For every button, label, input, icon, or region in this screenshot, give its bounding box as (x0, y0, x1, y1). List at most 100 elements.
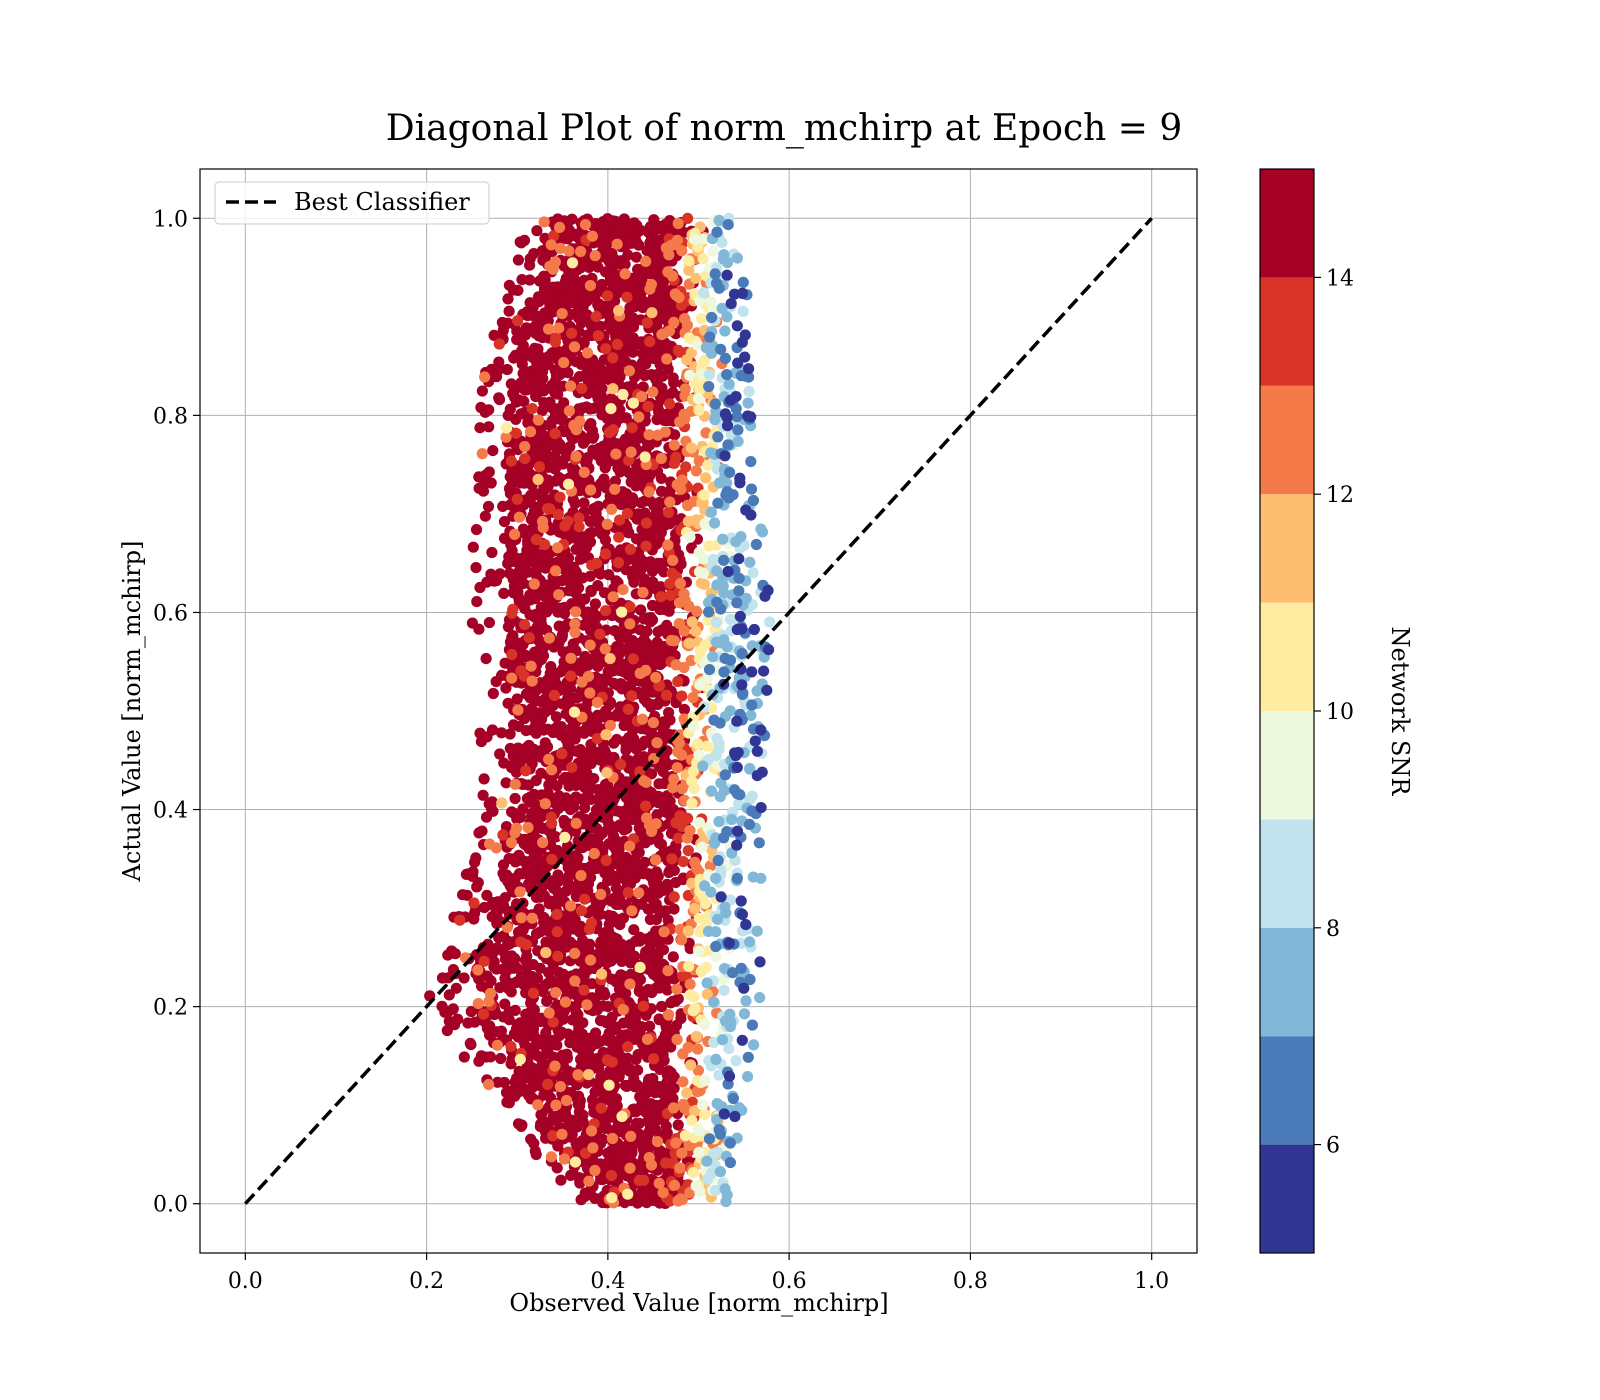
scatter-point (603, 1027, 615, 1039)
scatter-point (512, 1021, 524, 1033)
scatter-point (593, 302, 605, 314)
scatter-point (543, 632, 555, 644)
scatter-point (509, 464, 521, 476)
scatter-point (642, 612, 654, 624)
scatter-point (639, 451, 651, 463)
scatter-point (467, 866, 479, 878)
scatter-point (647, 576, 659, 588)
scatter-point (661, 353, 673, 365)
scatter-point (485, 477, 497, 489)
scatter-point (644, 651, 656, 663)
scatter-point (596, 409, 608, 421)
scatter-point (639, 1191, 651, 1203)
scatter-point (699, 354, 711, 366)
scatter-point (515, 912, 527, 924)
scatter-point (694, 926, 706, 938)
scatter-point (624, 302, 636, 314)
scatter-point (471, 881, 483, 893)
scatter-point (503, 1006, 515, 1018)
scatter-point (671, 234, 684, 246)
scatter-point (695, 313, 708, 325)
scatter-point (562, 478, 575, 490)
scatter-point (664, 398, 676, 410)
scatter-point (607, 383, 619, 395)
scatter-point (688, 720, 700, 732)
scatter-point (684, 369, 696, 381)
scatter-point (525, 1133, 537, 1145)
scatter-point (595, 1102, 607, 1114)
scatter-point (514, 1053, 526, 1065)
scatter-point (591, 1037, 603, 1050)
scatter-point (667, 554, 679, 567)
scatter-point (575, 245, 587, 258)
scatter-point (681, 354, 693, 366)
scatter-point (487, 687, 499, 700)
scatter-point (497, 324, 509, 337)
scatter-point (581, 720, 594, 732)
scatter-point (515, 665, 527, 677)
scatter-point (552, 542, 564, 554)
scatter-point (494, 748, 506, 760)
scatter-point (515, 1073, 527, 1085)
scatter-point (562, 1065, 575, 1077)
scatter-point (711, 565, 723, 577)
scatter-point (526, 1082, 539, 1094)
scatter-point (650, 1099, 663, 1112)
scatter-point (570, 587, 582, 600)
scatter-point (668, 891, 680, 903)
scatter-point (676, 934, 688, 946)
scatter-point (694, 679, 706, 691)
scatter-point (561, 233, 574, 245)
scatter-point (506, 648, 518, 661)
scatter-point (493, 932, 505, 944)
scatter-point (622, 1030, 634, 1042)
scatter-point (664, 578, 676, 590)
scatter-point (698, 287, 710, 299)
scatter-point (600, 482, 613, 494)
scatter-point (570, 465, 582, 477)
scatter-point (584, 373, 596, 385)
scatter-point (655, 591, 667, 603)
scatter-point (607, 591, 619, 603)
scatter-point (508, 528, 521, 541)
scatter-point (690, 1030, 703, 1043)
scatter-point (651, 1136, 664, 1148)
scatter-point (698, 489, 710, 501)
scatter-point (647, 717, 660, 729)
scatter-point (595, 1071, 607, 1083)
scatter-point (540, 947, 552, 959)
scatter-point (494, 568, 506, 580)
scatter-point (517, 523, 530, 535)
scatter-point (563, 405, 576, 417)
scatter-point (675, 483, 687, 495)
scatter-point (581, 999, 593, 1011)
scatter-point (595, 320, 607, 332)
scatter-point (514, 886, 526, 898)
scatter-point (550, 987, 562, 999)
scatter-point (503, 279, 515, 291)
scatter-point (667, 951, 679, 963)
scatter-point (582, 452, 594, 464)
scatter-point (544, 704, 556, 716)
scatter-point (607, 830, 620, 842)
scatter-point (527, 837, 539, 850)
scatter-point (589, 1164, 601, 1177)
scatter-point (574, 542, 586, 554)
scatter-point (533, 296, 545, 308)
scatter-point (526, 675, 538, 687)
scatter-point (609, 625, 622, 637)
scatter-point (672, 1119, 684, 1131)
scatter-point (626, 640, 638, 652)
scatter-point (549, 386, 561, 398)
scatter-point (654, 234, 666, 246)
scatter-point (512, 284, 524, 296)
scatter-point (466, 617, 478, 629)
scatter-point (487, 445, 499, 457)
scatter-point (513, 720, 525, 733)
scatter-point (690, 862, 703, 874)
scatter-point (693, 455, 705, 467)
scatter-point (478, 773, 490, 785)
scatter-point (628, 924, 640, 936)
scatter-point (505, 1040, 517, 1053)
scatter-point (576, 475, 588, 487)
